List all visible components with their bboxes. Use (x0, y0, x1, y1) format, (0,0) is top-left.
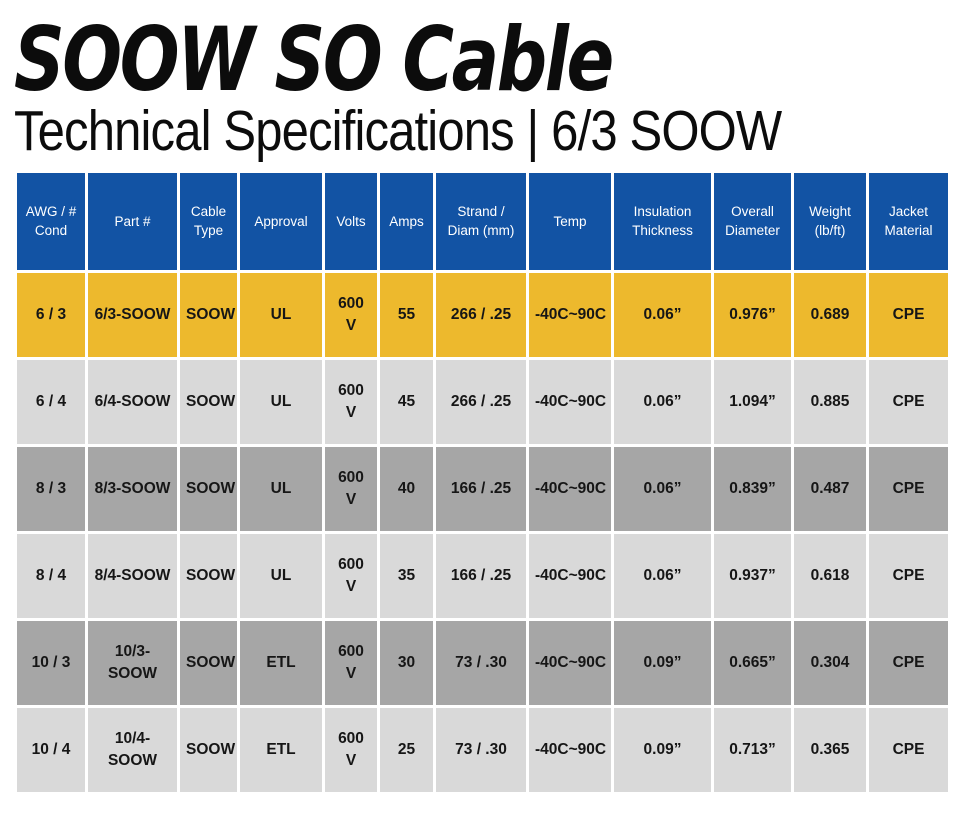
table-cell: 266 / .25 (436, 359, 526, 444)
table-row: 10 / 4 10/4-SOOW SOOW ETL 600 V 25 73 / .30 -40… (17, 707, 948, 792)
table-cell: 600 V (325, 620, 377, 705)
table-cell: CPE (869, 707, 948, 792)
table-cell: ETL (240, 707, 322, 792)
table-cell: 0.839” (714, 446, 791, 531)
column-header: AWG / # Cond (17, 172, 85, 270)
table-cell: 8 / 3 (17, 446, 85, 531)
table-cell: 6/4-SOOW (88, 359, 177, 444)
page-subtitle: Technical Specifications | 6/3 SOOW (14, 98, 782, 163)
header-row: AWG / # Cond Part # Cable Type Approval Volt… (17, 172, 948, 270)
column-header: Amps (380, 172, 433, 270)
table-cell: -40C~90C (529, 533, 611, 618)
table-cell: 45 (380, 359, 433, 444)
column-header: Insulation Thickness (614, 172, 711, 270)
table-cell: -40C~90C (529, 272, 611, 357)
table-cell: 55 (380, 272, 433, 357)
table-cell: 0.665” (714, 620, 791, 705)
column-header: Volts (325, 172, 377, 270)
table-cell: CPE (869, 359, 948, 444)
table-row: 8 / 4 8/4-SOOW SOOW UL 600 V 35 166 / .25 -40C~… (17, 533, 948, 618)
table-cell: 1.094” (714, 359, 791, 444)
table-row: 10 / 3 10/3-SOOW SOOW ETL 600 V 30 73 / .30 -40… (17, 620, 948, 705)
table-cell: UL (240, 533, 322, 618)
table-cell: 25 (380, 707, 433, 792)
table-cell: 6/3-SOOW (88, 272, 177, 357)
table-cell: 0.713” (714, 707, 791, 792)
table-cell: 30 (380, 620, 433, 705)
table-cell: 10 / 3 (17, 620, 85, 705)
table-cell: 0.689 (794, 272, 866, 357)
table-cell: 0.365 (794, 707, 866, 792)
table-cell: 0.09” (614, 707, 711, 792)
table-row: 6 / 3 6/3-SOOW SOOW UL 600 V 55 266 / .25 -40C~… (17, 272, 948, 357)
table-cell: 600 V (325, 446, 377, 531)
table-cell: 0.06” (614, 446, 711, 531)
table-header: AWG / # Cond Part # Cable Type Approval Volt… (17, 172, 948, 270)
table-cell: 6 / 3 (17, 272, 85, 357)
table-cell: 6 / 4 (17, 359, 85, 444)
table-cell: ETL (240, 620, 322, 705)
table-cell: 0.618 (794, 533, 866, 618)
table-row: 8 / 3 8/3-SOOW SOOW UL 600 V 40 166 / .25 -40C~… (17, 446, 948, 531)
table-cell: 0.06” (614, 272, 711, 357)
table-cell: CPE (869, 620, 948, 705)
table-cell: 10/4-SOOW (88, 707, 177, 792)
table-cell: -40C~90C (529, 620, 611, 705)
column-header: Jacket Material (869, 172, 948, 270)
table-cell: 166 / .25 (436, 446, 526, 531)
table-cell: 0.09” (614, 620, 711, 705)
table-cell: 600 V (325, 533, 377, 618)
table-cell: 0.06” (614, 533, 711, 618)
column-header: Strand / Diam (mm) (436, 172, 526, 270)
table-cell: CPE (869, 533, 948, 618)
column-header: Cable Type (180, 172, 237, 270)
table-cell: 35 (380, 533, 433, 618)
column-header: Overall Diameter (714, 172, 791, 270)
table-cell: 0.885 (794, 359, 866, 444)
table-cell: 8/3-SOOW (88, 446, 177, 531)
table-cell: 600 V (325, 359, 377, 444)
table-cell: SOOW (180, 359, 237, 444)
table-cell: SOOW (180, 533, 237, 618)
table-cell: SOOW (180, 707, 237, 792)
table-cell: 8 / 4 (17, 533, 85, 618)
table-cell: 0.487 (794, 446, 866, 531)
table-cell: 266 / .25 (436, 272, 526, 357)
table-cell: 10/3-SOOW (88, 620, 177, 705)
table-cell: 73 / .30 (436, 707, 526, 792)
table-cell: UL (240, 446, 322, 531)
table-body: 6 / 3 6/3-SOOW SOOW UL 600 V 55 266 / .25 -40C~… (17, 272, 948, 792)
table-cell: 0.937” (714, 533, 791, 618)
page-title: SOOW SO Cable (14, 8, 614, 111)
table-cell: 600 V (325, 272, 377, 357)
table-row: 6 / 4 6/4-SOOW SOOW UL 600 V 45 266 / .25 -40C~… (17, 359, 948, 444)
column-header: Approval (240, 172, 322, 270)
column-header: Weight (lb/ft) (794, 172, 866, 270)
table-cell: 8/4-SOOW (88, 533, 177, 618)
table-cell: SOOW (180, 620, 237, 705)
table-cell: 40 (380, 446, 433, 531)
page: SOOW SO Cable Technical Specifications |… (14, 8, 951, 795)
table-cell: -40C~90C (529, 707, 611, 792)
table-cell: -40C~90C (529, 359, 611, 444)
table-cell: CPE (869, 446, 948, 531)
table-cell: 600 V (325, 707, 377, 792)
table-cell: SOOW (180, 272, 237, 357)
table-cell: 0.976” (714, 272, 791, 357)
table-cell: 0.304 (794, 620, 866, 705)
column-header: Temp (529, 172, 611, 270)
column-header: Part # (88, 172, 177, 270)
table-cell: UL (240, 359, 322, 444)
table-cell: 10 / 4 (17, 707, 85, 792)
table-cell: 0.06” (614, 359, 711, 444)
table-cell: UL (240, 272, 322, 357)
table-cell: CPE (869, 272, 948, 357)
table-cell: SOOW (180, 446, 237, 531)
table-cell: 166 / .25 (436, 533, 526, 618)
spec-table: AWG / # Cond Part # Cable Type Approval Volt… (14, 170, 951, 795)
table-cell: 73 / .30 (436, 620, 526, 705)
table-cell: -40C~90C (529, 446, 611, 531)
